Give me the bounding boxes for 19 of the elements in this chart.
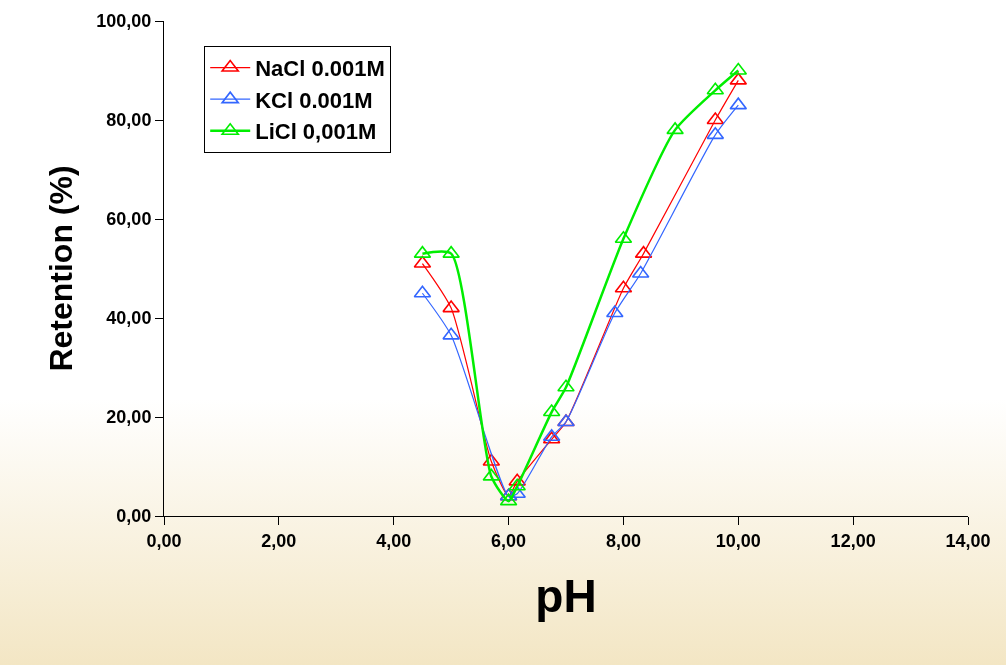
y-tick-label: 40,00 (106, 308, 152, 329)
x-tick-label: 2,00 (261, 530, 297, 551)
y-tick-label: 100,00 (96, 11, 152, 32)
x-tick-label: 4,00 (376, 530, 412, 551)
y-tick-label: 80,00 (106, 110, 152, 131)
x-tick-label: 8,00 (605, 530, 641, 551)
x-axis-title: pH (535, 570, 597, 623)
x-tick-label: 0,00 (146, 530, 182, 551)
y-tick-label: 0,00 (116, 506, 152, 527)
x-tick-label: 6,00 (491, 530, 527, 551)
y-tick-label: 60,00 (106, 209, 152, 230)
y-tick-label: 20,00 (106, 407, 152, 428)
legend-label: NaCl 0.001M (255, 56, 385, 82)
y-axis-title: Retention (%) (42, 165, 79, 372)
x-tick-label: 10,00 (715, 530, 761, 551)
legend-label: KCl 0.001M (255, 87, 373, 113)
legend-label: LiCl 0,001M (255, 119, 377, 145)
x-tick-label: 12,00 (830, 530, 876, 551)
x-tick-label: 14,00 (945, 530, 991, 551)
